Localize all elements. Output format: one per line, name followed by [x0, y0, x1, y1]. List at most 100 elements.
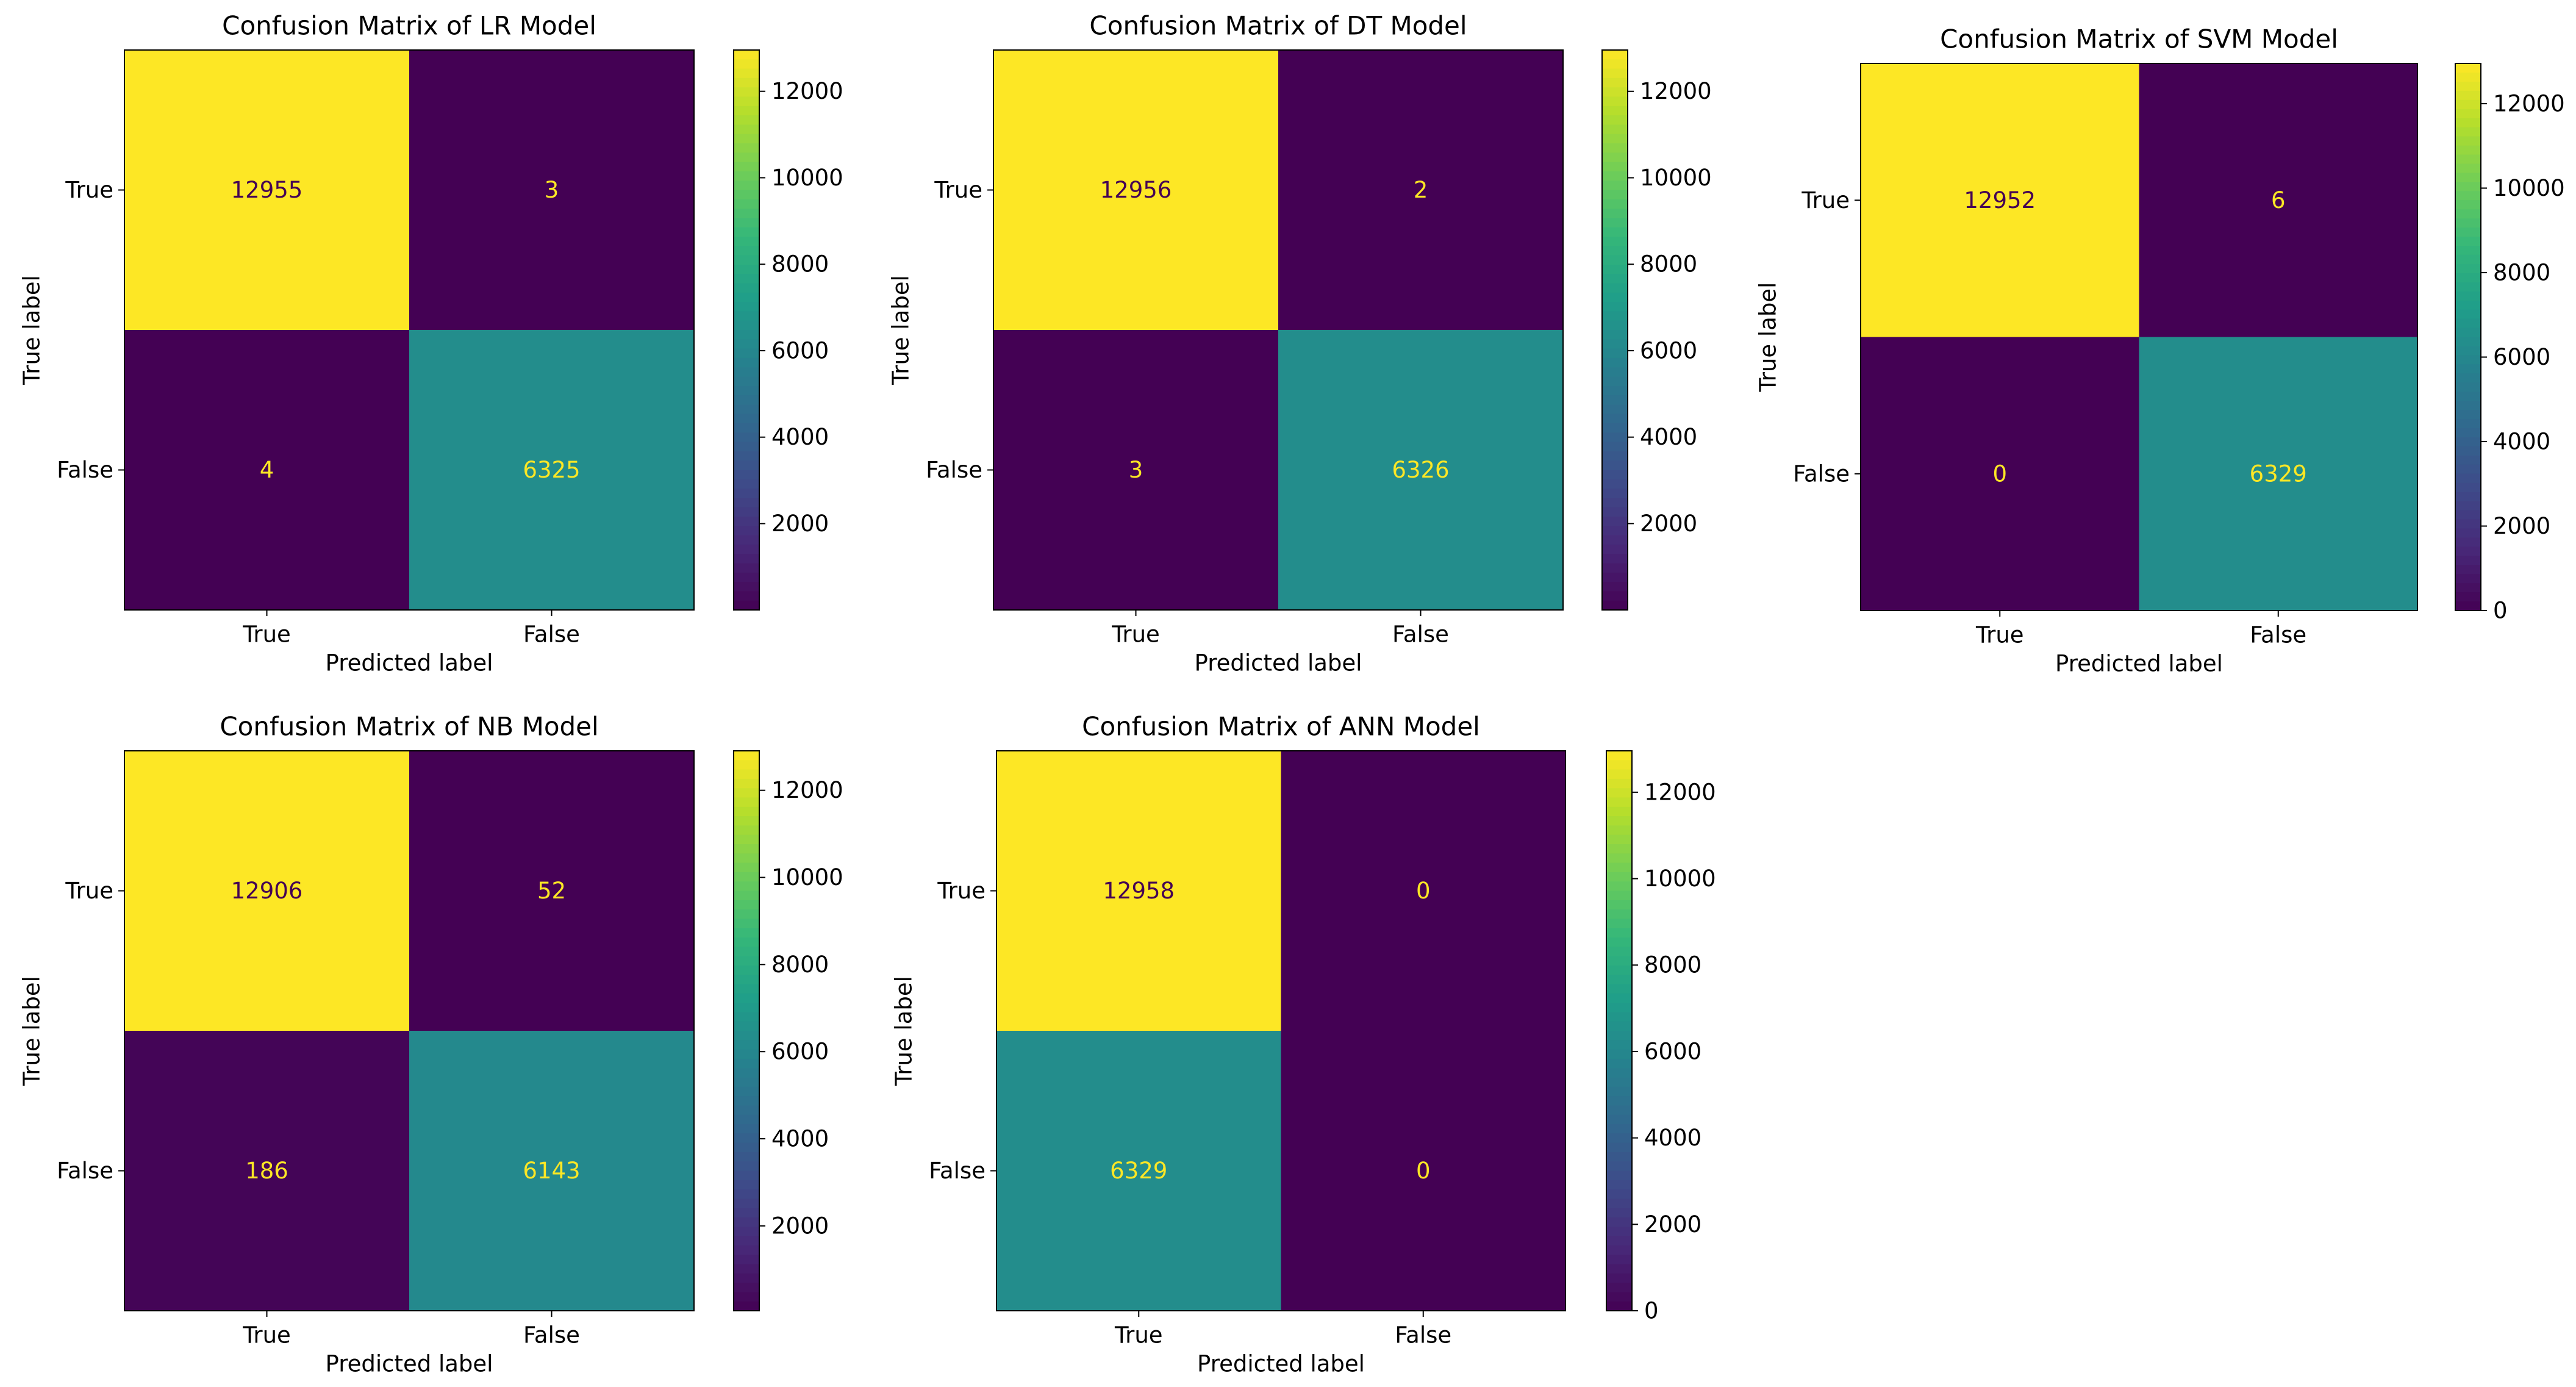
colorbar-segment — [734, 1227, 759, 1237]
y-tick-label: True — [65, 878, 113, 904]
colorbar-segment — [734, 348, 759, 359]
colorbar-segment — [1602, 404, 1628, 415]
colorbar-segment — [1602, 209, 1628, 219]
colorbar-segment — [734, 862, 759, 873]
x-axis-label: Predicted label — [1197, 1351, 1365, 1377]
cell-value-label: 12955 — [231, 177, 303, 203]
colorbar-segment — [1602, 199, 1628, 210]
colorbar-segment — [1606, 825, 1632, 836]
colorbar-frame — [1606, 750, 1633, 1311]
colorbar-tick-label: 10000 — [1640, 165, 1712, 191]
colorbar-segment — [734, 1031, 759, 1041]
cell-value-label: 12952 — [1964, 187, 2036, 213]
chart-panel-2: Confusion Matrix of DT Model 12956 2 3 6326 T… — [888, 11, 1712, 676]
colorbar-segment — [1602, 181, 1628, 191]
colorbar-segment — [1606, 1105, 1632, 1116]
colorbar-segment — [734, 264, 759, 275]
colorbar-segment — [1606, 1264, 1632, 1274]
colorbar-segment — [1602, 432, 1628, 443]
colorbar-segment — [2455, 163, 2481, 174]
colorbar-segment — [1606, 984, 1632, 994]
colorbar-segment — [2455, 254, 2481, 265]
colorbar-segment — [734, 209, 759, 219]
matrix-frame — [993, 49, 1564, 611]
y-tick-label: False — [929, 1158, 986, 1184]
colorbar — [1602, 50, 1628, 611]
x-axis-label: Predicted label — [326, 1351, 493, 1377]
chart-title: Confusion Matrix of DT Model — [1089, 11, 1467, 41]
colorbar-segment — [2455, 136, 2481, 146]
matrix-cell — [409, 751, 694, 1031]
colorbar-segment — [2455, 237, 2481, 246]
colorbar-segment — [734, 442, 759, 452]
colorbar-segment — [2455, 127, 2481, 137]
colorbar-segment — [1606, 1003, 1632, 1013]
colorbar-segment — [1606, 1273, 1632, 1284]
cell-value-label: 52 — [537, 878, 566, 904]
colorbar-segment — [2455, 263, 2481, 274]
colorbar-segment — [734, 404, 759, 415]
colorbar-segment — [2455, 300, 2481, 310]
colorbar-segment — [734, 881, 759, 892]
colorbar-segment — [1606, 965, 1632, 976]
colorbar-segment — [1606, 919, 1632, 929]
colorbar-segment — [1606, 1161, 1632, 1172]
colorbar-segment — [1606, 1283, 1632, 1293]
colorbar-segment — [2455, 191, 2481, 201]
colorbar-segment — [734, 1170, 759, 1181]
colorbar-segment — [734, 909, 759, 920]
colorbar-segment — [734, 975, 759, 985]
colorbar-tick-label: 6000 — [2493, 344, 2550, 370]
cell-value-label: 12958 — [1103, 878, 1175, 904]
colorbar-tick-label: 6000 — [771, 1039, 829, 1065]
colorbar-segment — [2455, 428, 2481, 438]
colorbar-segment — [1602, 339, 1628, 349]
colorbar-segment — [734, 489, 759, 499]
colorbar-segment — [1606, 1292, 1632, 1302]
colorbar-segment — [1602, 96, 1628, 107]
colorbar — [734, 751, 759, 1311]
colorbar-segment — [1606, 1217, 1632, 1228]
colorbar-segment — [2455, 282, 2481, 292]
colorbar-segment — [1602, 357, 1628, 368]
colorbar-segment — [734, 544, 759, 555]
colorbar-segment — [1602, 461, 1628, 471]
colorbar-segment — [734, 376, 759, 387]
colorbar-segment — [2455, 410, 2481, 420]
colorbar-segment — [734, 984, 759, 994]
colorbar-tick-label: 10000 — [771, 165, 843, 191]
colorbar-segment — [2455, 437, 2481, 447]
colorbar-segment — [2455, 173, 2481, 183]
colorbar-segment — [2455, 90, 2481, 101]
x-tick-label: True — [1111, 622, 1160, 648]
colorbar-tick-label: 6000 — [771, 337, 829, 364]
colorbar-segment — [734, 190, 759, 200]
colorbar-segment — [734, 59, 759, 70]
colorbar-segment — [734, 769, 759, 780]
colorbar-segment — [2455, 364, 2481, 375]
colorbar-segment — [1606, 1012, 1632, 1022]
colorbar-segment — [734, 1236, 759, 1246]
colorbar-segment — [1602, 264, 1628, 275]
x-axis-label: Predicted label — [2055, 651, 2223, 677]
cell-value-label: 3 — [1129, 457, 1143, 483]
colorbar-tick-label: 6000 — [1640, 337, 1697, 364]
colorbar-segment — [1606, 1049, 1632, 1059]
colorbar-segment — [734, 1086, 759, 1097]
colorbar-segment — [2455, 492, 2481, 502]
colorbar-segment — [734, 600, 759, 611]
colorbar-segment — [2455, 246, 2481, 256]
chart-panel-5: Confusion Matrix of ANN Model 12958 0 6329 0… — [891, 712, 1716, 1377]
colorbar-segment — [1602, 423, 1628, 434]
cell-value-label: 6329 — [2250, 461, 2307, 487]
colorbar-segment — [734, 816, 759, 826]
matrix-cell — [409, 330, 694, 610]
y-axis-label: True label — [888, 275, 914, 385]
colorbar-segment — [734, 292, 759, 303]
colorbar-segment — [2455, 154, 2481, 165]
colorbar-segment — [1606, 1068, 1632, 1078]
colorbar-segment — [734, 1077, 759, 1088]
colorbar-segment — [1606, 816, 1632, 826]
colorbar-tick-label: 2000 — [771, 1213, 829, 1239]
colorbar-segment — [2455, 446, 2481, 456]
